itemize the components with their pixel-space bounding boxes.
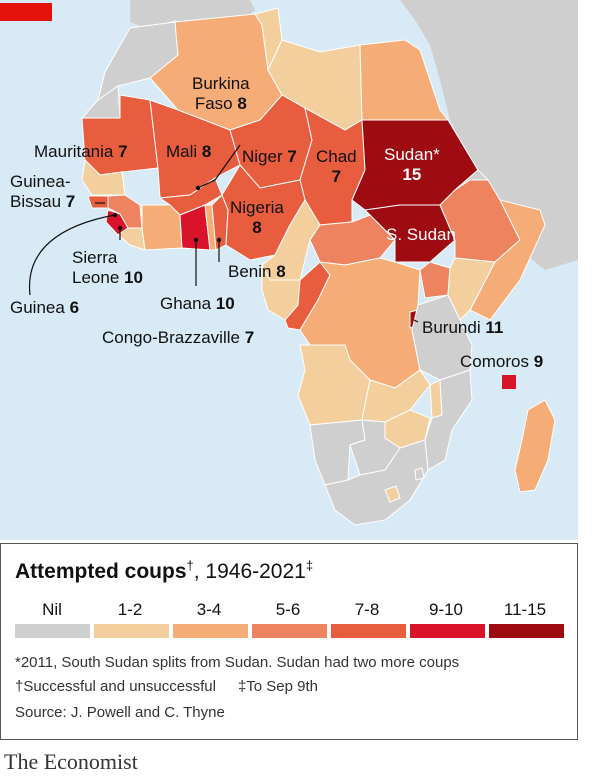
label-mali: Mali 8 [166, 142, 212, 161]
guinea-bissau [87, 195, 109, 209]
label-ghana: Ghana 10 [160, 294, 235, 313]
legend-swatch-5-6 [252, 624, 327, 638]
label-mauritania: Mauritania 7 [34, 142, 128, 161]
leader-dot-ghana [193, 237, 199, 243]
economist-red-tag [0, 3, 52, 21]
legend-title: Attempted coups†, 1946-2021‡ [15, 558, 314, 583]
legend-swatch-1-2 [94, 624, 169, 638]
footnote-south-sudan: *2011, South Sudan splits from Sudan. Su… [15, 654, 460, 671]
label-benin: Benin 8 [228, 262, 286, 281]
map-svg [28, 0, 578, 526]
uganda [419, 261, 451, 299]
label-guinea: Guinea 6 [10, 298, 80, 317]
africa-map: Burkina Faso 8 Mauritania 7 Mali 8 Niger… [0, 0, 578, 540]
label-nigeria: Nigeria 8 [230, 198, 284, 237]
middle-east-land [400, 0, 578, 270]
legend-label-7-8: 7-8 [354, 600, 380, 619]
burkina-faso [158, 177, 223, 216]
label-comoros: Comoros 9 [460, 352, 544, 371]
comoros [502, 375, 516, 389]
south-africa [324, 439, 429, 526]
lesotho [384, 485, 401, 503]
leader-line-guinea [28, 214, 116, 296]
footnote-marks: †Successful and unsuccessful ‡To Sep 9th [15, 678, 319, 695]
leader-dot-benin [216, 237, 222, 243]
legend-label-11-15: 11-15 [503, 600, 547, 619]
somalia [469, 199, 546, 321]
leader-dot-burkina [195, 185, 201, 191]
legend-label-1-2: 1-2 [117, 600, 143, 619]
ivory-coast [141, 204, 183, 251]
leader-dot-guinea [112, 212, 118, 218]
label-niger: Niger 7 [242, 147, 297, 166]
label-congo-brazzaville: Congo-Brazzaville 7 [102, 328, 255, 347]
legend-panel: Attempted coups†, 1946-2021‡ Nil 1-2 3-4… [0, 543, 578, 740]
label-sierra-leone: Sierra Leone 10 [72, 248, 143, 287]
legend-swatch-7-8 [331, 624, 406, 638]
legend-swatch-nil [15, 624, 90, 638]
source-note: Source: J. Powell and C. Thyne [15, 704, 225, 721]
label-sudan: Sudan* 15 [384, 145, 440, 184]
label-burkina-faso: Burkina Faso 8 [192, 74, 250, 113]
leader-line-burkina [197, 144, 241, 189]
legend-label-3-4: 3-4 [196, 600, 222, 619]
publisher-footer: The Economist [4, 749, 138, 774]
legend-label-9-10: 9-10 [428, 600, 464, 619]
leader-line-burundi [413, 319, 419, 323]
legend-label-nil: Nil [42, 600, 62, 619]
legend-swatch-3-4 [173, 624, 248, 638]
leader-dot-sierra-leone [117, 225, 123, 231]
label-guinea-bissau: Guinea- Bissau 7 [10, 172, 76, 211]
madagascar [514, 399, 556, 493]
label-south-sudan: S. Sudan [386, 225, 456, 244]
label-burundi: Burundi 11 [422, 318, 504, 337]
legend-swatch-11-15 [489, 624, 564, 638]
legend-swatch-9-10 [410, 624, 485, 638]
label-chad: Chad 7 [316, 147, 357, 186]
legend-label-5-6: 5-6 [275, 600, 301, 619]
mozambique [424, 369, 473, 471]
eswatini [414, 467, 425, 481]
